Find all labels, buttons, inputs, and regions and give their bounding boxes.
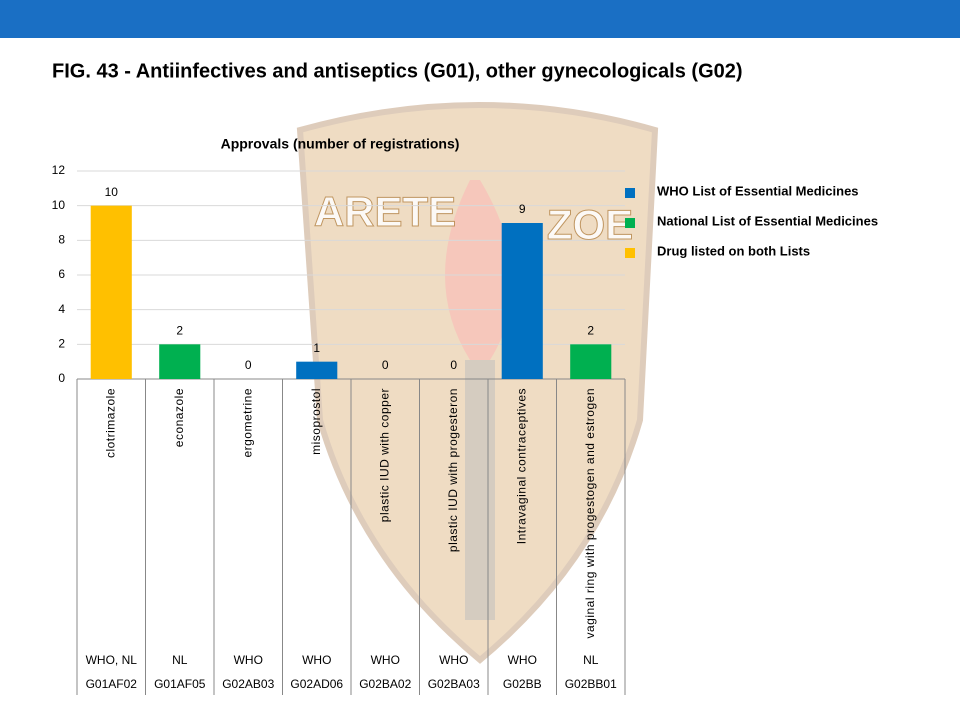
x-tick-label: ergometrine	[240, 388, 254, 458]
list-label: WHO	[234, 653, 263, 667]
figure-title: FIG. 43 - Antiinfectives and antiseptics…	[52, 60, 743, 82]
y-tick-label: 0	[58, 371, 65, 385]
value-label: 2	[176, 324, 183, 338]
value-label: 10	[105, 185, 119, 199]
x-tick-label: clotrimazole	[103, 388, 117, 458]
watermark-text: ZOE	[547, 201, 633, 248]
legend-label: WHO List of Essential Medicines	[657, 183, 859, 198]
legend-swatch	[625, 218, 635, 228]
value-label: 0	[245, 358, 252, 372]
legend-label: Drug listed on both Lists	[657, 243, 810, 258]
code-label: G01AF05	[154, 677, 206, 691]
bar	[90, 205, 132, 379]
x-tick-label: econazole	[172, 388, 186, 447]
list-label: NL	[583, 653, 599, 667]
code-label: G02BA03	[428, 677, 480, 691]
y-tick-label: 12	[52, 163, 66, 177]
code-label: G02BB01	[565, 677, 617, 691]
list-label: WHO	[508, 653, 537, 667]
y-tick-label: 8	[58, 233, 65, 247]
code-label: G01AF02	[86, 677, 138, 691]
list-label: WHO	[371, 653, 400, 667]
list-label: WHO, NL	[86, 653, 138, 667]
x-tick-label: Intravaginal contraceptives	[514, 388, 528, 544]
value-label: 9	[519, 202, 526, 216]
bar	[296, 361, 338, 379]
code-label: G02BB	[503, 677, 542, 691]
y-tick-label: 10	[52, 198, 66, 212]
y-tick-label: 4	[58, 302, 65, 316]
list-label: NL	[172, 653, 188, 667]
legend-label: National List of Essential Medicines	[657, 213, 878, 228]
list-label: WHO	[302, 653, 331, 667]
x-tick-label: misoprostol	[309, 388, 323, 455]
watermark-text: ARETE	[314, 188, 456, 235]
header-bar	[0, 0, 960, 38]
bar	[159, 344, 201, 379]
bar	[501, 223, 543, 379]
x-tick-label: plastic IUD with progesteron	[446, 388, 460, 552]
y-tick-label: 2	[58, 337, 65, 351]
code-label: G02AD06	[290, 677, 343, 691]
code-label: G02AB03	[222, 677, 274, 691]
code-label: G02BA02	[359, 677, 411, 691]
chart-title: Approvals (number of registrations)	[221, 136, 460, 152]
x-tick-label: plastic IUD with copper	[377, 388, 391, 522]
y-tick-label: 6	[58, 267, 65, 281]
legend-swatch	[625, 188, 635, 198]
value-label: 0	[382, 358, 389, 372]
value-label: 1	[313, 341, 320, 355]
x-tick-label: vaginal ring with progestogen and estrog…	[583, 388, 597, 639]
list-label: WHO	[439, 653, 468, 667]
watermark-shield	[296, 102, 659, 664]
legend-swatch	[625, 248, 635, 258]
value-label: 0	[450, 358, 457, 372]
value-label: 2	[587, 324, 594, 338]
bar	[570, 344, 612, 379]
